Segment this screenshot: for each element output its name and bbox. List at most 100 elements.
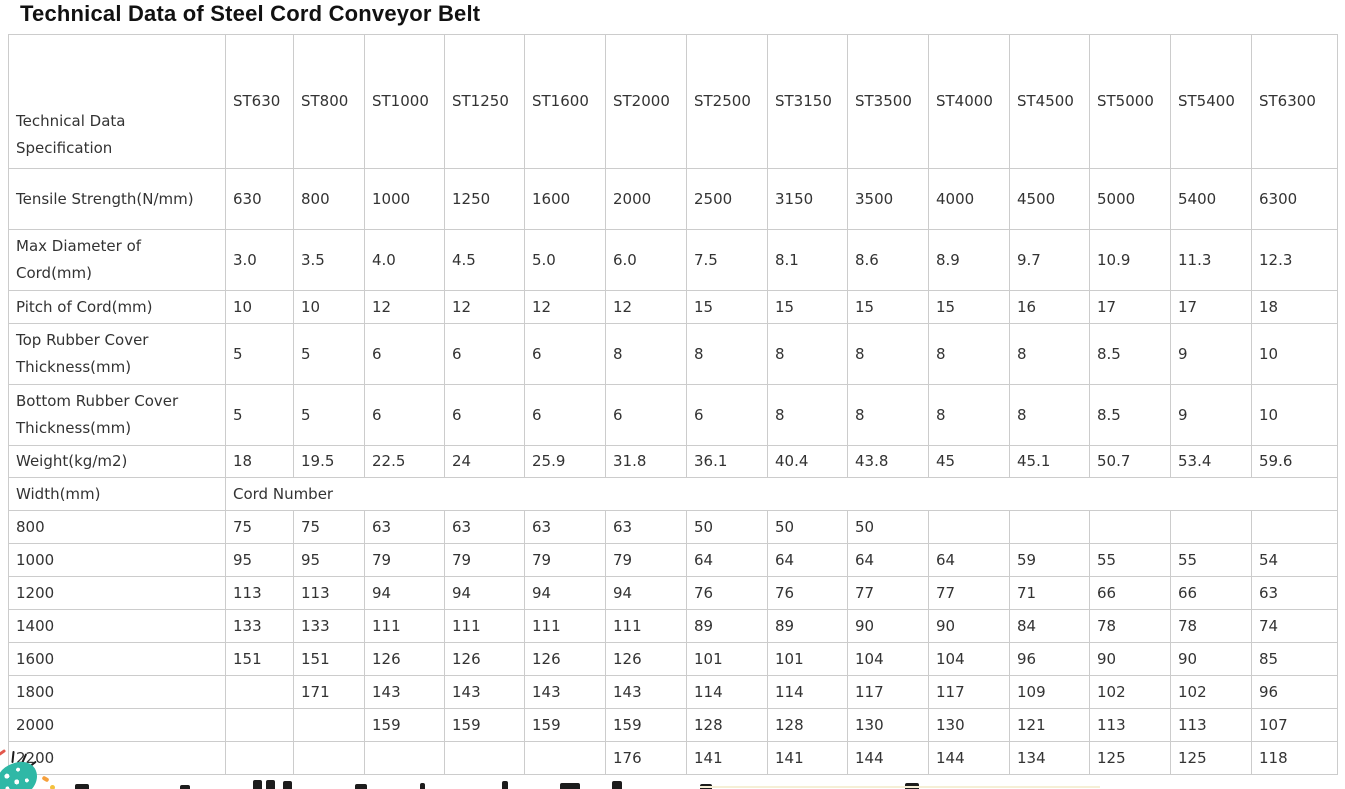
value-cell: 17 bbox=[1170, 290, 1252, 324]
value-cell: 6 bbox=[524, 323, 606, 385]
cord-count-cell: 96 bbox=[1009, 642, 1090, 676]
width-header-row: Width(mm) Cord Number bbox=[8, 477, 1338, 511]
cord-count-cell: 55 bbox=[1089, 543, 1171, 577]
value-cell: 10 bbox=[293, 290, 365, 324]
value-cell: 12 bbox=[444, 290, 525, 324]
value-cell: 8 bbox=[847, 323, 929, 385]
value-cell: 45.1 bbox=[1009, 445, 1090, 478]
value-cell: 8 bbox=[1009, 323, 1090, 385]
cord-count-cell: 144 bbox=[928, 741, 1010, 775]
cord-count-cell: 125 bbox=[1089, 741, 1171, 775]
value-cell: 9.7 bbox=[1009, 229, 1090, 291]
width-header-label: Width(mm) bbox=[8, 477, 226, 511]
value-cell: 40.4 bbox=[767, 445, 848, 478]
cord-count-cell bbox=[444, 741, 525, 775]
value-cell: 5.0 bbox=[524, 229, 606, 291]
cord-count-cell: 107 bbox=[1251, 708, 1338, 742]
width-row: 2200 176 141 141 144 144 134 125 125 118 bbox=[8, 741, 1338, 775]
cord-count-cell: 130 bbox=[847, 708, 929, 742]
faint-highlight-line bbox=[700, 786, 1100, 788]
cord-count-cell: 143 bbox=[444, 675, 525, 709]
value-cell: 25.9 bbox=[524, 445, 606, 478]
value-cell: 12 bbox=[605, 290, 687, 324]
value-cell: 630 bbox=[225, 168, 294, 230]
cord-count-cell: 77 bbox=[847, 576, 929, 610]
width-value: 1400 bbox=[8, 609, 226, 643]
cord-count-cell: 95 bbox=[225, 543, 294, 577]
cord-count-cell: 77 bbox=[928, 576, 1010, 610]
cord-number-label: Cord Number bbox=[225, 477, 1338, 511]
grade-header-cell: ST800 bbox=[293, 34, 365, 169]
cord-count-cell: 126 bbox=[605, 642, 687, 676]
grade-header-cell: ST1250 bbox=[444, 34, 525, 169]
value-cell: 8.5 bbox=[1089, 323, 1171, 385]
value-cell: 5400 bbox=[1170, 168, 1252, 230]
cord-count-cell bbox=[524, 741, 606, 775]
value-cell: 8.9 bbox=[928, 229, 1010, 291]
value-cell: 4000 bbox=[928, 168, 1010, 230]
value-cell: 8 bbox=[767, 323, 848, 385]
cord-count-cell: 63 bbox=[524, 510, 606, 544]
value-cell: 1600 bbox=[524, 168, 606, 230]
cord-count-cell: 89 bbox=[686, 609, 768, 643]
value-cell: 6300 bbox=[1251, 168, 1338, 230]
spec-label: Top Rubber Cover Thickness(mm) bbox=[8, 323, 226, 385]
letter-top-fragment bbox=[75, 784, 89, 789]
value-cell: 8 bbox=[1009, 384, 1090, 446]
value-cell: 53.4 bbox=[1170, 445, 1252, 478]
spec-row: Max Diameter of Cord(mm) 3.0 3.5 4.0 4.5 5.0 6… bbox=[8, 229, 1338, 291]
cord-count-cell: 141 bbox=[767, 741, 848, 775]
cord-count-cell: 144 bbox=[847, 741, 929, 775]
spec-header-cell: Technical Data Specification bbox=[8, 34, 226, 169]
width-value: 1000 bbox=[8, 543, 226, 577]
value-cell: 3.5 bbox=[293, 229, 365, 291]
cord-count-cell: 114 bbox=[767, 675, 848, 709]
value-cell: 8 bbox=[928, 323, 1010, 385]
cord-count-cell: 151 bbox=[293, 642, 365, 676]
width-row: 1400 133 133 111 111 111 111 89 89 90 90 84 78 78 74 bbox=[8, 609, 1338, 643]
value-cell: 8 bbox=[767, 384, 848, 446]
cord-count-cell bbox=[225, 708, 294, 742]
letter-top-fragment bbox=[266, 780, 275, 789]
value-cell: 2000 bbox=[605, 168, 687, 230]
value-cell: 8 bbox=[605, 323, 687, 385]
cord-count-cell: 102 bbox=[1089, 675, 1171, 709]
value-cell: 6 bbox=[524, 384, 606, 446]
value-cell: 12.3 bbox=[1251, 229, 1338, 291]
cord-count-cell: 134 bbox=[1009, 741, 1090, 775]
value-cell: 50.7 bbox=[1089, 445, 1171, 478]
letter-top-fragment bbox=[612, 781, 622, 789]
cord-count-cell: 117 bbox=[847, 675, 929, 709]
cord-count-cell: 89 bbox=[767, 609, 848, 643]
cord-count-cell: 76 bbox=[686, 576, 768, 610]
cord-count-cell: 75 bbox=[225, 510, 294, 544]
value-cell: 3.0 bbox=[225, 229, 294, 291]
cord-count-cell: 79 bbox=[524, 543, 606, 577]
value-cell: 15 bbox=[847, 290, 929, 324]
cord-count-cell: 111 bbox=[605, 609, 687, 643]
value-cell: 6 bbox=[444, 323, 525, 385]
width-value: 1600 bbox=[8, 642, 226, 676]
value-cell: 2500 bbox=[686, 168, 768, 230]
value-cell: 43.8 bbox=[847, 445, 929, 478]
cord-count-cell: 113 bbox=[1170, 708, 1252, 742]
cord-count-cell: 96 bbox=[1251, 675, 1338, 709]
cord-count-cell: 64 bbox=[847, 543, 929, 577]
cord-count-cell: 76 bbox=[767, 576, 848, 610]
value-cell: 4500 bbox=[1009, 168, 1090, 230]
spec-row: Tensile Strength(N/mm) 630 800 1000 1250 1600… bbox=[8, 168, 1338, 230]
value-cell: 12 bbox=[364, 290, 445, 324]
value-cell: 16 bbox=[1009, 290, 1090, 324]
cord-count-cell: 64 bbox=[686, 543, 768, 577]
grade-header-cell: ST2500 bbox=[686, 34, 768, 169]
cord-count-cell: 104 bbox=[928, 642, 1010, 676]
value-cell: 10 bbox=[1251, 384, 1338, 446]
cord-count-cell: 94 bbox=[444, 576, 525, 610]
width-row: 2000 159 159 159 159 128 128 130 130 121 113 113 107 bbox=[8, 708, 1338, 742]
value-cell: 5000 bbox=[1089, 168, 1171, 230]
cord-count-cell bbox=[1251, 510, 1338, 544]
cord-count-cell: 176 bbox=[605, 741, 687, 775]
cord-count-cell: 63 bbox=[364, 510, 445, 544]
cord-count-cell: 113 bbox=[1089, 708, 1171, 742]
